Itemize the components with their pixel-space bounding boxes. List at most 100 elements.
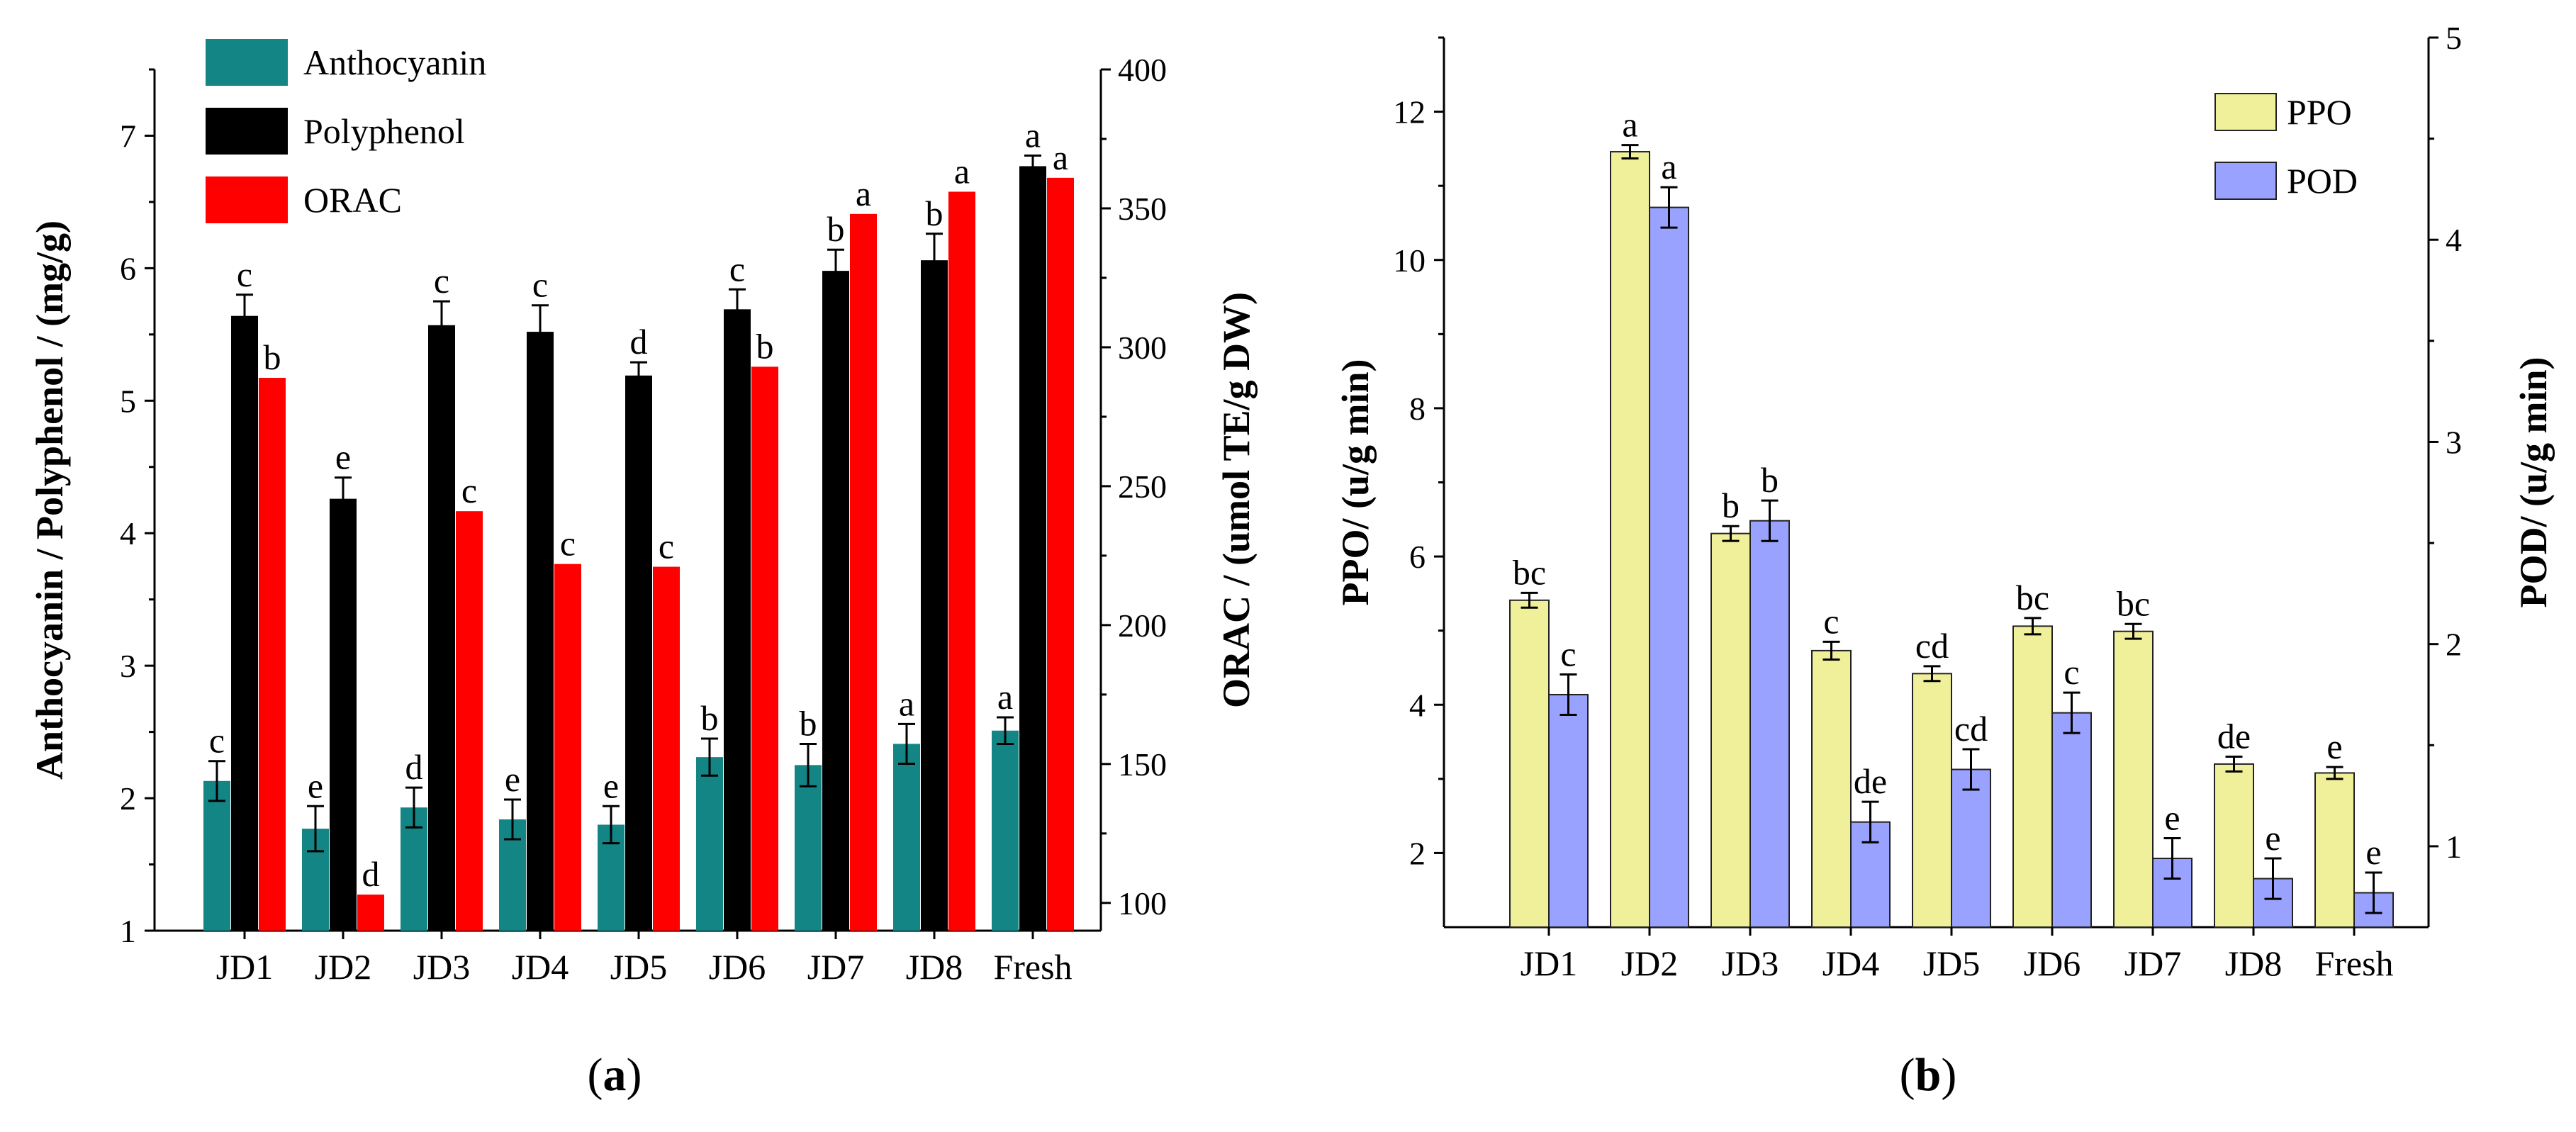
category-label-jd6: JD6: [709, 947, 766, 987]
bar-pod-jd6: [2051, 712, 2092, 929]
sig-label-polyphenol-jd3: c: [434, 261, 449, 301]
bar-ppo-jd5: [1912, 673, 1952, 928]
sig-label-ppo-fresh: e: [2326, 727, 2342, 766]
right-tick-label: 400: [1118, 52, 1167, 88]
bar-anthocyanin-jd8: [893, 744, 920, 931]
bar-anthocyanin-jd7: [795, 765, 822, 931]
category-label-jd3: JD3: [413, 947, 471, 987]
sig-label-anthocyanin-fresh: a: [997, 677, 1013, 717]
bar-pod-jd1: [1548, 693, 1589, 928]
sig-label-orac-jd8: a: [954, 151, 970, 191]
sig-label-orac-fresh: a: [1053, 138, 1068, 177]
right-tick-label: 4: [2446, 222, 2462, 258]
sig-label-pod-jd4: de: [1854, 761, 1887, 801]
bar-orac-jd4: [554, 564, 581, 931]
left-tick-label: 2: [120, 780, 136, 817]
category-label-jd4: JD4: [1822, 943, 1880, 983]
bar-orac-jd6: [751, 366, 778, 931]
sig-label-anthocyanin-jd2: e: [308, 766, 323, 805]
sig-label-pod-fresh: e: [2365, 832, 2381, 872]
sig-label-polyphenol-fresh: a: [1025, 116, 1041, 155]
category-label-fresh: Fresh: [2314, 943, 2393, 983]
bar-polyphenol-jd7: [822, 271, 849, 931]
panel-a-caption-letter: a: [603, 1049, 627, 1101]
sig-label-pod-jd8: e: [2265, 818, 2280, 858]
right-tick-label: 150: [1118, 746, 1167, 783]
legend-label-ppo: PPO: [2287, 92, 2352, 132]
left-tick-label: 2: [1409, 835, 1426, 871]
legend-swatch-anthocyanin: [206, 39, 288, 86]
bar-orac-jd2: [357, 895, 384, 931]
legend-swatch-ppo: [2214, 93, 2277, 131]
sig-label-anthocyanin-jd5: e: [603, 766, 619, 805]
bar-ppo-fresh: [2314, 772, 2355, 929]
category-label-jd3: JD3: [1722, 943, 1779, 983]
bar-ppo-jd6: [2012, 625, 2053, 928]
bar-polyphenol-jd3: [428, 325, 455, 931]
legend-label-anthocyanin: Anthocyanin: [303, 43, 486, 82]
left-tick-label: 10: [1393, 242, 1426, 279]
category-label-jd7: JD7: [807, 947, 865, 987]
sig-label-ppo-jd3: b: [1722, 486, 1740, 525]
right-tick-label: 200: [1118, 607, 1167, 644]
sig-label-ppo-jd8: de: [2217, 716, 2251, 756]
bar-ppo-jd7: [2113, 630, 2154, 929]
right-tick-label: 100: [1118, 885, 1167, 921]
sig-label-orac-jd3: c: [461, 471, 477, 510]
category-label-jd2: JD2: [1621, 943, 1679, 983]
panel-b-caption: (b): [1900, 1049, 1957, 1101]
bar-orac-jd8: [948, 191, 975, 931]
bar-anthocyanin-fresh: [992, 730, 1019, 931]
left-tick-label: 7: [120, 118, 136, 154]
bar-polyphenol-jd4: [527, 332, 554, 931]
bar-polyphenol-jd1: [231, 315, 258, 931]
right-tick-label: 250: [1118, 469, 1167, 505]
panel-a-caption: (a): [588, 1049, 642, 1101]
sig-label-orac-jd5: c: [659, 527, 674, 566]
sig-label-pod-jd7: e: [2164, 798, 2180, 838]
left-tick-label: 8: [1409, 391, 1426, 427]
sig-label-orac-jd7: a: [856, 174, 871, 213]
right-tick-label: 5: [2446, 20, 2462, 56]
bar-polyphenol-jd5: [625, 375, 652, 931]
right-axis-title: POD/ (u/g min): [2512, 357, 2555, 607]
sig-label-polyphenol-jd7: b: [827, 209, 845, 249]
left-tick-label: 4: [120, 515, 136, 551]
sig-label-polyphenol-jd6: c: [729, 249, 745, 288]
sig-label-orac-jd2: d: [362, 854, 380, 894]
sig-label-pod-jd6: c: [2063, 652, 2079, 692]
sig-label-pod-jd3: b: [1761, 460, 1779, 500]
left-tick-label: 6: [1409, 539, 1426, 575]
left-tick-label: 12: [1393, 94, 1426, 130]
category-label-jd1: JD1: [1521, 943, 1578, 983]
panel-b-caption-letter: b: [1915, 1049, 1942, 1101]
left-tick-label: 4: [1409, 687, 1426, 723]
bar-orac-jd5: [653, 566, 680, 931]
sig-label-polyphenol-jd5: d: [630, 322, 648, 362]
sig-label-polyphenol-jd4: c: [532, 265, 548, 305]
legend-swatch-pod: [2214, 162, 2277, 200]
right-tick-label: 2: [2446, 627, 2462, 663]
legend-label-pod: POD: [2287, 161, 2358, 201]
left-tick-label: 5: [120, 383, 136, 419]
left-tick-label: 1: [120, 913, 136, 949]
sig-label-ppo-jd7: bc: [2117, 583, 2150, 623]
sig-label-ppo-jd2: a: [1622, 105, 1637, 145]
bar-ppo-jd3: [1710, 532, 1751, 928]
bar-orac-jd3: [456, 511, 483, 931]
left-tick-label: 3: [120, 648, 136, 684]
sig-label-anthocyanin-jd7: b: [800, 703, 817, 743]
bar-polyphenol-jd8: [921, 260, 948, 931]
sig-label-orac-jd1: b: [264, 337, 281, 377]
left-axis-title: Anthocyanin / Polyphenol / (mg/g): [28, 220, 71, 780]
category-label-jd7: JD7: [2124, 943, 2182, 983]
sig-label-anthocyanin-jd6: b: [701, 698, 719, 738]
category-label-jd2: JD2: [315, 947, 372, 987]
legend-label-polyphenol: Polyphenol: [303, 111, 465, 151]
category-label-jd1: JD1: [216, 947, 274, 987]
bar-pod-jd2: [1649, 206, 1689, 929]
sig-label-anthocyanin-jd8: a: [899, 683, 914, 723]
bar-pod-jd5: [1951, 768, 1991, 928]
